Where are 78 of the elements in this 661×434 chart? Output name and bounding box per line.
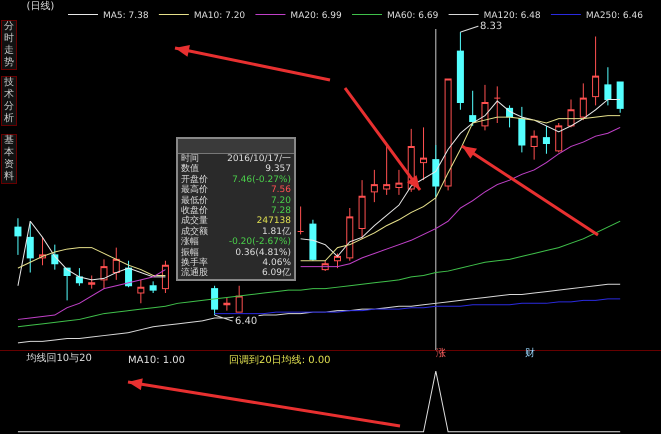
annotation: 收盘价 bbox=[180, 206, 209, 216]
annotation: 基本资料 bbox=[1, 134, 17, 184]
candlestick bbox=[346, 208, 354, 262]
candlestick bbox=[383, 146, 390, 196]
annotation: 流通股 bbox=[180, 268, 209, 279]
annotation: 最低价 bbox=[180, 196, 209, 206]
candlestick bbox=[334, 252, 341, 269]
candlestick bbox=[395, 169, 402, 196]
candlestick bbox=[542, 125, 550, 154]
candlestick bbox=[580, 82, 587, 121]
text: 8.33 bbox=[480, 21, 502, 32]
annotation: 涨幅 bbox=[180, 237, 200, 248]
candlestick bbox=[444, 78, 452, 191]
annotation: 数值 bbox=[180, 164, 200, 174]
candlestick bbox=[309, 219, 316, 262]
candlestick bbox=[211, 285, 218, 316]
candlestick bbox=[456, 32, 464, 110]
annotation: 振幅 bbox=[180, 248, 199, 258]
candlestick bbox=[370, 169, 378, 203]
annotation: 0.36(4.81%) bbox=[234, 248, 292, 258]
candlestick bbox=[530, 130, 538, 160]
annotation: 7.46(-0.27%) bbox=[231, 174, 292, 185]
annotation: 最高价 bbox=[180, 185, 209, 196]
candlestick bbox=[223, 296, 230, 312]
legend-label: MA60: 6.69 bbox=[387, 11, 439, 22]
candlestick bbox=[592, 36, 600, 106]
candlestick bbox=[76, 268, 83, 286]
chart-title: 均线回10与20 bbox=[25, 352, 92, 364]
candlestick bbox=[518, 106, 526, 153]
text: 财 bbox=[525, 346, 535, 360]
annotation: 4.06% bbox=[261, 258, 292, 268]
annotation: 开盘价 bbox=[180, 174, 209, 185]
annotation: 6.09亿 bbox=[260, 268, 292, 279]
candlestick bbox=[432, 144, 440, 198]
annotation: 1.81亿 bbox=[260, 226, 292, 237]
candlestick bbox=[51, 244, 58, 270]
legend-label: MA5: 7.38 bbox=[103, 11, 149, 22]
candlestick bbox=[568, 99, 575, 128]
annotation: 时间 bbox=[180, 154, 200, 164]
annotation: 247138 bbox=[256, 216, 292, 227]
legend-label: MA120: 6.48 bbox=[484, 11, 541, 22]
annotation: 成交量 bbox=[180, 216, 209, 226]
legend-label: MA250: 6.46 bbox=[586, 11, 644, 22]
candlestick bbox=[481, 84, 488, 131]
candlestick bbox=[420, 126, 428, 181]
candlestick bbox=[64, 268, 71, 301]
candlestick bbox=[604, 66, 612, 106]
text: MA10: 1.00 bbox=[128, 355, 186, 366]
candlestick bbox=[297, 206, 304, 235]
annotation: 7.20 bbox=[270, 196, 292, 206]
candlestick bbox=[88, 274, 96, 290]
annotation: 成交额 bbox=[180, 226, 209, 237]
annotation: -0.20(-2.67%) bbox=[228, 237, 292, 248]
candlestick bbox=[616, 81, 624, 114]
annotation: 技术分析 bbox=[1, 76, 17, 126]
annotation: 7.56 bbox=[270, 185, 292, 196]
candlestick bbox=[555, 122, 562, 153]
annotation: 分时走势 bbox=[1, 20, 17, 70]
legend-label: MA10: 7.20 bbox=[194, 11, 246, 22]
annotation: 7.28 bbox=[270, 206, 292, 216]
candlestick bbox=[469, 90, 476, 126]
text: 回调到20日均线: 0.00 bbox=[229, 354, 331, 366]
candlestick bbox=[150, 280, 157, 294]
annotation: 换手率 bbox=[180, 258, 209, 268]
candlestick bbox=[112, 247, 120, 280]
text: 涨 bbox=[436, 346, 446, 360]
candlestick bbox=[162, 260, 169, 294]
candlestick bbox=[494, 86, 501, 124]
annotation: 9.357 bbox=[264, 164, 292, 175]
chart-title: (日线) bbox=[26, 0, 54, 12]
candlestick bbox=[100, 258, 108, 290]
legend-label: MA20: 6.99 bbox=[290, 11, 342, 22]
candlestick bbox=[358, 180, 366, 240]
candlestick bbox=[137, 279, 144, 304]
candlestick bbox=[14, 218, 22, 256]
text: 6.40 bbox=[235, 316, 258, 327]
annotation: 2016/10/17/一 bbox=[226, 154, 292, 164]
candlestick bbox=[236, 285, 243, 313]
